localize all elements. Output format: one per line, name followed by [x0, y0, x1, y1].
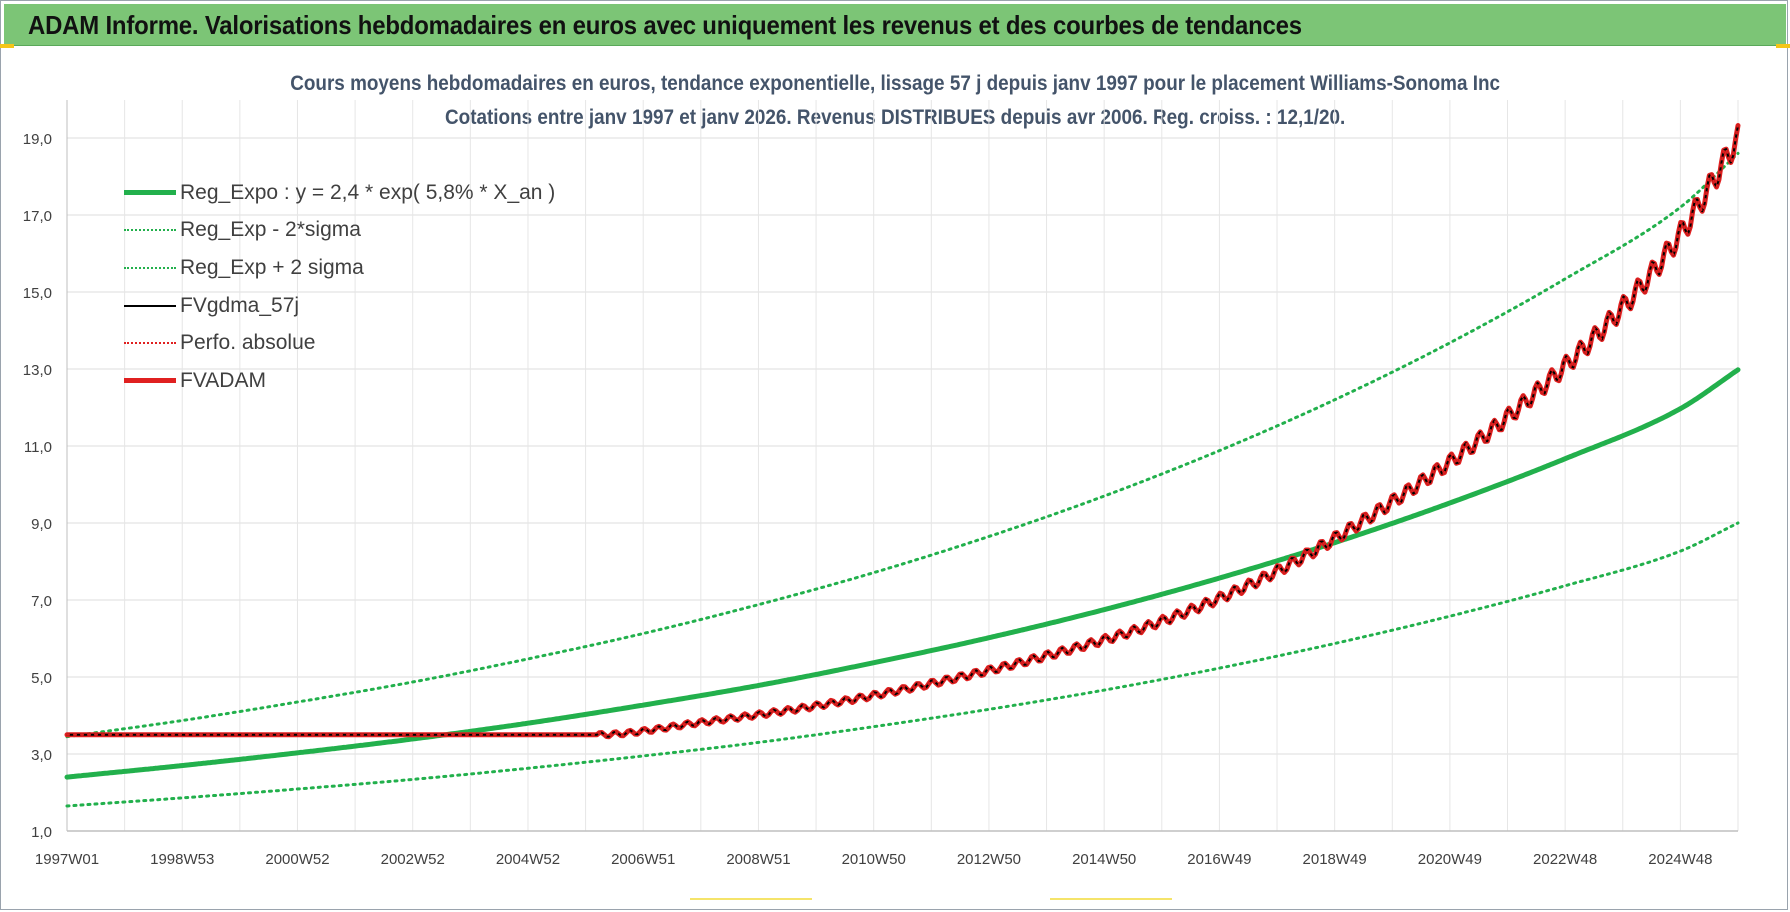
y-tick-label: 7,0: [31, 593, 52, 610]
bottom-mark-2: [1050, 898, 1172, 900]
x-tick-label: 2018W49: [1303, 851, 1367, 868]
x-tick-label: 2000W52: [265, 851, 329, 868]
x-tick-label: 2004W52: [496, 851, 560, 868]
y-tick-label: 9,0: [31, 516, 52, 533]
chart-tick-labels: 1,0 3,0 5,0 7,0 9,0 11,0 13,0 15,0 17,0 19,0 1997W…: [23, 131, 1713, 868]
legend-item: Reg_Exp - 2*sigma: [124, 212, 555, 250]
corner-mark-top-left: [0, 44, 14, 48]
x-tick-label: 1998W53: [150, 851, 214, 868]
x-tick-label: 2016W49: [1187, 851, 1251, 868]
legend-label: Reg_Exp - 2*sigma: [180, 218, 361, 242]
legend-swatch: [124, 342, 176, 345]
chart-grid: [67, 100, 1739, 831]
x-tick-label: 2024W48: [1648, 851, 1712, 868]
legend-label: FVgdma_57j: [180, 293, 300, 317]
y-tick-label: 5,0: [31, 670, 52, 687]
chart-title-line1: Cours moyens hebdomadaires en euros, ten…: [290, 72, 1500, 95]
x-tick-label: 1997W01: [35, 851, 99, 868]
legend-swatch: [124, 229, 176, 232]
series-line-4: [66, 124, 1739, 738]
corner-mark-top-right: [1776, 44, 1790, 48]
chart-series: [64, 123, 1741, 808]
chart-axes: [66, 100, 1738, 832]
y-tick-label: 3,0: [31, 747, 52, 764]
chart-title-line2: Cotations entre janv 1997 et janv 2026. …: [444, 106, 1346, 129]
legend-item: FVADAM: [124, 362, 555, 400]
x-tick-label: 2008W51: [726, 851, 790, 868]
legend-item: Reg_Expo : y = 2,4 * exp( 5,8% * X_an ): [124, 174, 555, 212]
legend-swatch: [124, 190, 176, 196]
y-tick-label: 1,0: [31, 824, 52, 841]
header-banner: ADAM Informe. Valorisations hebdomadaire…: [4, 4, 1786, 46]
x-tick-label: 2006W51: [611, 851, 675, 868]
x-tick-label: 2010W50: [842, 851, 906, 868]
legend-swatch: [124, 266, 176, 269]
legend-label: FVADAM: [180, 368, 266, 392]
legend-item: Perfo. absolue: [124, 324, 555, 362]
y-tick-label: 11,0: [24, 439, 52, 456]
series-line-0: [64, 367, 1741, 780]
bottom-mark-1: [690, 898, 812, 900]
legend-label: Reg_Expo : y = 2,4 * exp( 5,8% * X_an ): [180, 180, 556, 204]
banner-title: ADAM Informe. Valorisations hebdomadaire…: [28, 10, 1302, 40]
y-tick-label: 15,0: [23, 285, 52, 302]
chart-legend: Reg_Expo : y = 2,4 * exp( 5,8% * X_an ) R…: [124, 174, 555, 400]
x-tick-label: 2020W49: [1418, 851, 1482, 868]
legend-label: Perfo. absolue: [180, 331, 316, 355]
x-tick-label: 2014W50: [1072, 851, 1136, 868]
legend-label: Reg_Exp + 2 sigma: [180, 255, 364, 279]
legend-swatch: [124, 378, 176, 384]
x-tick-label: 2002W52: [381, 851, 445, 868]
y-tick-label: 13,0: [23, 362, 52, 379]
legend-item: FVgdma_57j: [124, 287, 555, 325]
x-tick-label: 2022W48: [1533, 851, 1597, 868]
series-line-2: [65, 151, 1740, 739]
legend-item: Reg_Exp + 2 sigma: [124, 249, 555, 287]
y-tick-label: 17,0: [23, 208, 52, 225]
series-line-1: [65, 521, 1740, 808]
y-tick-label: 19,0: [23, 131, 52, 148]
x-tick-label: 2012W50: [957, 851, 1021, 868]
legend-swatch: [124, 304, 176, 307]
